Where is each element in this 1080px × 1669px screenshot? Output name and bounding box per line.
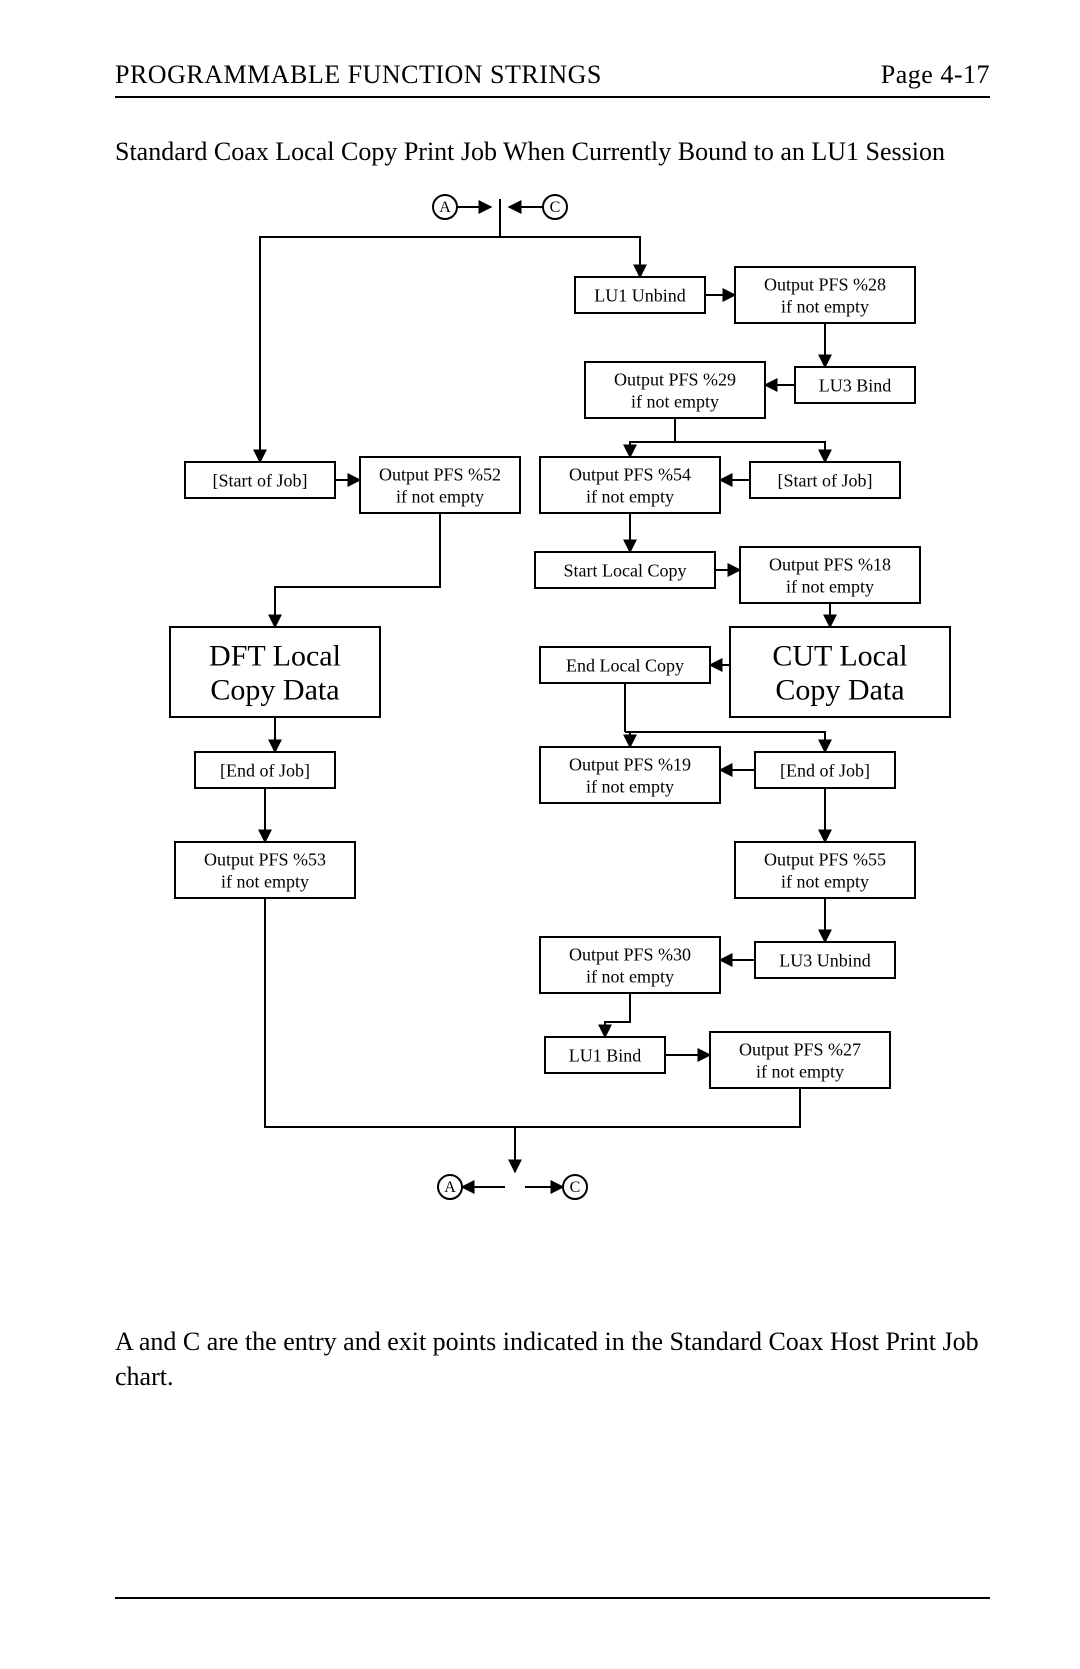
svg-text:Output PFS %55: Output PFS %55 bbox=[764, 849, 886, 869]
svg-text:Output PFS %30: Output PFS %30 bbox=[569, 944, 691, 964]
svg-text:DFT Local: DFT Local bbox=[209, 640, 341, 673]
svg-text:LU3 Bind: LU3 Bind bbox=[819, 375, 892, 395]
svg-text:Output PFS %54: Output PFS %54 bbox=[569, 464, 691, 484]
header-title: PROGRAMMABLE FUNCTION STRINGS bbox=[115, 60, 602, 90]
svg-text:Output PFS %18: Output PFS %18 bbox=[769, 554, 891, 574]
svg-text:[End of Job]: [End of Job] bbox=[220, 760, 310, 780]
svg-text:if not empty: if not empty bbox=[786, 576, 874, 596]
svg-text:if not empty: if not empty bbox=[756, 1061, 844, 1081]
svg-text:if not empty: if not empty bbox=[586, 486, 674, 506]
svg-text:if not empty: if not empty bbox=[586, 966, 674, 986]
svg-text:if not empty: if not empty bbox=[631, 391, 719, 411]
svg-text:A: A bbox=[439, 199, 451, 216]
svg-text:if not empty: if not empty bbox=[396, 486, 484, 506]
svg-text:Start Local Copy: Start Local Copy bbox=[564, 560, 687, 580]
svg-text:C: C bbox=[550, 199, 561, 216]
header-page: Page 4-17 bbox=[881, 60, 990, 90]
svg-text:Output PFS %29: Output PFS %29 bbox=[614, 369, 736, 389]
svg-text:LU3 Unbind: LU3 Unbind bbox=[779, 950, 871, 970]
svg-text:C: C bbox=[570, 1179, 581, 1196]
svg-text:[Start of Job]: [Start of Job] bbox=[778, 470, 873, 490]
svg-text:if not empty: if not empty bbox=[781, 871, 869, 891]
svg-text:[Start of Job]: [Start of Job] bbox=[213, 470, 308, 490]
svg-text:Output PFS %28: Output PFS %28 bbox=[764, 274, 886, 294]
svg-text:if not empty: if not empty bbox=[781, 296, 869, 316]
svg-text:A: A bbox=[444, 1179, 456, 1196]
svg-text:LU1 Bind: LU1 Bind bbox=[569, 1045, 642, 1065]
svg-text:Output PFS %27: Output PFS %27 bbox=[739, 1039, 861, 1059]
header-rule bbox=[115, 96, 990, 98]
svg-text:if not empty: if not empty bbox=[586, 776, 674, 796]
svg-text:Copy Data: Copy Data bbox=[775, 674, 904, 707]
svg-text:End Local Copy: End Local Copy bbox=[566, 655, 684, 675]
footer-rule bbox=[115, 1597, 990, 1599]
svg-text:if not empty: if not empty bbox=[221, 871, 309, 891]
flowchart: ACLU1 UnbindOutput PFS %28if not emptyLU… bbox=[115, 187, 990, 1302]
svg-text:Output PFS %52: Output PFS %52 bbox=[379, 464, 501, 484]
svg-text:Output PFS %19: Output PFS %19 bbox=[569, 754, 691, 774]
svg-text:[End of Job]: [End of Job] bbox=[780, 760, 870, 780]
svg-text:CUT Local: CUT Local bbox=[772, 640, 907, 673]
intro-text: Standard Coax Local Copy Print Job When … bbox=[115, 134, 990, 169]
caption-text: A and C are the entry and exit points in… bbox=[115, 1324, 990, 1394]
svg-text:LU1 Unbind: LU1 Unbind bbox=[594, 285, 686, 305]
svg-text:Output PFS %53: Output PFS %53 bbox=[204, 849, 326, 869]
svg-text:Copy Data: Copy Data bbox=[210, 674, 339, 707]
